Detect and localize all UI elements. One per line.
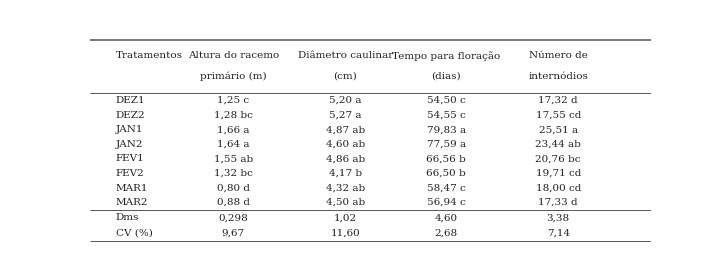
Text: 9,67: 9,67 <box>222 229 245 238</box>
Text: 3,38: 3,38 <box>547 213 570 222</box>
Text: 1,25 c: 1,25 c <box>217 96 249 105</box>
Text: 1,28 bc: 1,28 bc <box>214 111 253 120</box>
Text: 0,88 d: 0,88 d <box>217 198 249 207</box>
Text: 20,76 bc: 20,76 bc <box>536 154 581 163</box>
Text: 4,32 ab: 4,32 ab <box>325 183 365 193</box>
Text: FEV1: FEV1 <box>116 154 145 163</box>
Text: 19,71 cd: 19,71 cd <box>536 169 581 178</box>
Text: 1,02: 1,02 <box>334 213 357 222</box>
Text: 66,50 b: 66,50 b <box>427 169 466 178</box>
Text: Tratamentos: Tratamentos <box>116 51 183 60</box>
Text: 56,94 c: 56,94 c <box>427 198 466 207</box>
Text: CV (%): CV (%) <box>116 229 153 238</box>
Text: 4,87 ab: 4,87 ab <box>325 125 365 134</box>
Text: JAN2: JAN2 <box>116 140 143 149</box>
Text: FEV2: FEV2 <box>116 169 145 178</box>
Text: 1,66 a: 1,66 a <box>217 125 249 134</box>
Text: MAR2: MAR2 <box>116 198 148 207</box>
Text: 54,55 c: 54,55 c <box>427 111 466 120</box>
Text: 4,60 ab: 4,60 ab <box>325 140 365 149</box>
Text: 4,86 ab: 4,86 ab <box>325 154 365 163</box>
Text: Tempo para floração: Tempo para floração <box>392 51 500 61</box>
Text: 1,32 bc: 1,32 bc <box>214 169 253 178</box>
Text: 1,55 ab: 1,55 ab <box>213 154 253 163</box>
Text: 1,64 a: 1,64 a <box>217 140 249 149</box>
Text: Diâmetro caulinar: Diâmetro caulinar <box>298 51 393 60</box>
Text: 5,27 a: 5,27 a <box>329 111 362 120</box>
Text: primário (m): primário (m) <box>200 71 267 81</box>
Text: 58,47 c: 58,47 c <box>427 183 466 193</box>
Text: Dms: Dms <box>116 213 139 222</box>
Text: DEZ1: DEZ1 <box>116 96 145 105</box>
Text: internódios: internódios <box>529 72 589 81</box>
Text: 66,56 b: 66,56 b <box>427 154 466 163</box>
Text: 17,55 cd: 17,55 cd <box>536 111 581 120</box>
Text: 0,298: 0,298 <box>218 213 248 222</box>
Text: 23,44 ab: 23,44 ab <box>535 140 581 149</box>
Text: 4,17 b: 4,17 b <box>329 169 362 178</box>
Text: JAN1: JAN1 <box>116 125 143 134</box>
Text: 25,51 a: 25,51 a <box>539 125 578 134</box>
Text: 54,50 c: 54,50 c <box>427 96 466 105</box>
Text: 77,59 a: 77,59 a <box>427 140 466 149</box>
Text: 17,32 d: 17,32 d <box>539 96 578 105</box>
Text: 7,14: 7,14 <box>547 229 570 238</box>
Text: 18,00 cd: 18,00 cd <box>536 183 581 193</box>
Text: 5,20 a: 5,20 a <box>329 96 362 105</box>
Text: 0,80 d: 0,80 d <box>217 183 249 193</box>
Text: (dias): (dias) <box>432 72 461 81</box>
Text: (cm): (cm) <box>333 72 357 81</box>
Text: 11,60: 11,60 <box>330 229 360 238</box>
Text: 17,33 d: 17,33 d <box>539 198 578 207</box>
Text: Número de: Número de <box>529 51 588 60</box>
Text: Altura do racemo: Altura do racemo <box>188 51 279 60</box>
Text: MAR1: MAR1 <box>116 183 148 193</box>
Text: 79,83 a: 79,83 a <box>427 125 466 134</box>
Text: 4,60: 4,60 <box>435 213 458 222</box>
Text: 4,50 ab: 4,50 ab <box>325 198 365 207</box>
Text: 2,68: 2,68 <box>435 229 458 238</box>
Text: DEZ2: DEZ2 <box>116 111 145 120</box>
